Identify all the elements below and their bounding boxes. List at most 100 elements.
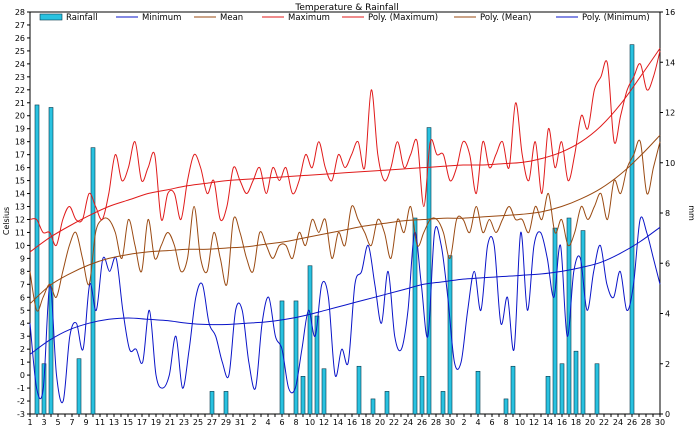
y-left-tick-label: 2 xyxy=(20,345,25,354)
y-left-tick-label: -3 xyxy=(17,410,25,419)
x-tick-label: 4 xyxy=(265,418,270,427)
x-tick-label: 21 xyxy=(165,418,175,427)
y-axis-left: -3-2-10123456789101112131415161718192021… xyxy=(15,8,30,419)
y-left-tick-label: 3 xyxy=(20,332,25,341)
y-left-tick-label: 26 xyxy=(15,34,25,43)
y-left-tick-label: 13 xyxy=(15,203,25,212)
x-tick-label: 20 xyxy=(375,418,385,427)
x-tick-label: 28 xyxy=(431,418,441,427)
y-left-tick-label: 9 xyxy=(20,254,25,263)
temperature-lines xyxy=(29,48,661,404)
y-right-tick-label: 8 xyxy=(665,209,670,218)
rainfall-bar xyxy=(629,44,635,415)
y-axis-left-label: Celsius xyxy=(2,207,11,235)
rainfall-bar xyxy=(314,315,320,415)
legend-label: Poly. (Maximum) xyxy=(368,13,438,23)
y-right-tick-label: 6 xyxy=(665,259,670,268)
x-axis: 1 3 5 7 9 11 13 15 17 19 21 23 25 27 29 31 2 4 6 8 10 12 14 16 1… xyxy=(27,414,665,427)
rainfall-bar xyxy=(552,227,558,415)
chart-legend: Rainfall Minimum Mean Maximum Poly. (Maximum… xyxy=(39,13,650,23)
x-tick-label: 27 xyxy=(207,418,217,427)
x-tick-label: 28 xyxy=(641,418,651,427)
poly-mean-line xyxy=(29,134,661,305)
rainfall-bar xyxy=(370,398,376,415)
y-left-tick-label: 19 xyxy=(15,125,25,134)
minimum-line xyxy=(29,216,661,404)
y-axis-right: 0 2 4 6 8 10 12 14 16 xyxy=(660,8,675,419)
rainfall-bar xyxy=(545,376,551,415)
x-tick-label: 9 xyxy=(83,418,88,427)
rainfall-bar xyxy=(300,376,306,415)
mean-line xyxy=(29,139,661,312)
rainfall-bar xyxy=(566,217,572,415)
x-tick-label: 2 xyxy=(461,418,466,427)
rainfall-bar xyxy=(321,368,327,415)
x-tick-label: 6 xyxy=(279,418,284,427)
x-tick-label: 23 xyxy=(179,418,189,427)
y-left-tick-label: 14 xyxy=(15,190,25,199)
y-axis-right-label: mm xyxy=(687,205,694,221)
rainfall-bar xyxy=(223,391,229,415)
y-left-tick-label: 22 xyxy=(15,86,25,95)
x-tick-label: 22 xyxy=(599,418,609,427)
rainfall-bar xyxy=(209,391,215,415)
rainfall-bar xyxy=(90,147,96,415)
y-left-tick-label: 23 xyxy=(15,73,25,82)
y-left-tick-label: 11 xyxy=(15,228,25,237)
rainfall-bar xyxy=(594,363,600,415)
rainfall-bar xyxy=(559,363,565,415)
y-left-tick-label: 20 xyxy=(15,112,25,121)
x-tick-label: 18 xyxy=(571,418,581,427)
x-tick-label: 12 xyxy=(529,418,539,427)
y-left-tick-label: 5 xyxy=(20,306,25,315)
rainfall-bar xyxy=(573,350,579,415)
x-tick-label: 24 xyxy=(403,418,413,427)
y-left-tick-label: 7 xyxy=(20,280,25,289)
x-tick-label: 30 xyxy=(445,418,455,427)
x-tick-label: 25 xyxy=(193,418,203,427)
x-tick-label: 13 xyxy=(109,418,119,427)
x-tick-label: 14 xyxy=(333,418,343,427)
rainfall-bar xyxy=(34,104,40,415)
x-tick-label: 2 xyxy=(251,418,256,427)
x-tick-label: 16 xyxy=(557,418,567,427)
rainfall-bar xyxy=(503,398,509,415)
rainfall-bar xyxy=(356,365,362,415)
rainfall-bar xyxy=(48,107,54,415)
chart-title: Temperature & Rainfall xyxy=(294,3,398,13)
rainfall-bar xyxy=(580,230,586,415)
y-left-tick-label: 18 xyxy=(15,138,25,147)
legend-label: Poly. (Mean) xyxy=(480,13,531,23)
x-tick-label: 26 xyxy=(627,418,637,427)
y-right-tick-label: 12 xyxy=(665,109,675,118)
legend-label: Maximum xyxy=(288,13,330,23)
x-tick-label: 24 xyxy=(613,418,623,427)
rainfall-bar xyxy=(384,391,390,415)
x-tick-label: 18 xyxy=(361,418,371,427)
x-tick-label: 17 xyxy=(137,418,147,427)
x-tick-label: 5 xyxy=(55,418,60,427)
x-tick-label: 3 xyxy=(41,418,46,427)
rainfall-bar xyxy=(440,391,446,415)
legend-label: Minimum xyxy=(142,13,181,23)
y-left-tick-label: 16 xyxy=(15,164,25,173)
x-tick-label: 8 xyxy=(293,418,298,427)
x-tick-label: 7 xyxy=(69,418,74,427)
x-tick-label: 11 xyxy=(95,418,105,427)
y-left-tick-label: 10 xyxy=(15,241,25,250)
x-tick-label: 4 xyxy=(475,418,480,427)
x-tick-label: 16 xyxy=(347,418,357,427)
y-left-tick-label: 12 xyxy=(15,215,25,224)
x-tick-label: 19 xyxy=(151,418,161,427)
y-left-tick-label: -1 xyxy=(17,384,25,393)
y-right-tick-label: 0 xyxy=(665,410,670,419)
poly-maximum-line xyxy=(29,48,661,253)
y-left-tick-label: 6 xyxy=(20,293,25,302)
x-tick-label: 14 xyxy=(543,418,553,427)
x-tick-label: 1 xyxy=(27,418,32,427)
x-tick-label: 31 xyxy=(235,418,245,427)
y-right-tick-label: 2 xyxy=(665,360,670,369)
rainfall-bar xyxy=(307,265,313,415)
legend-swatch-rainfall xyxy=(39,13,63,21)
